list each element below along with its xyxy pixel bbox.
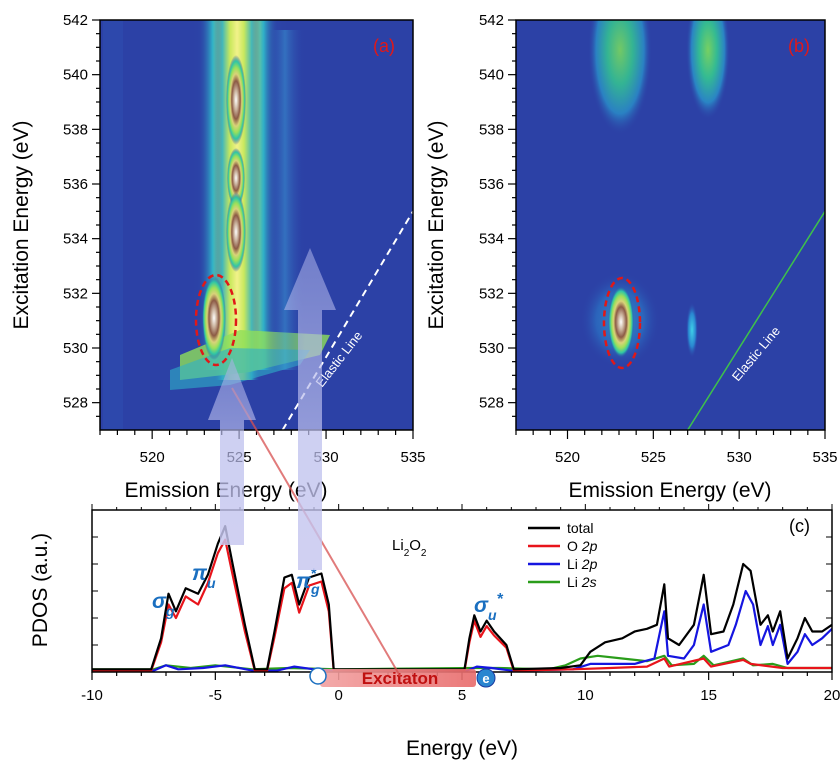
feature-peak	[227, 148, 245, 208]
y-tick-label: 542	[479, 12, 504, 29]
arrow-up-icon	[208, 358, 256, 545]
y-tick-label: 542	[63, 12, 88, 29]
elastic-line	[687, 210, 825, 430]
y-tick-label: 540	[479, 67, 504, 84]
panel-b-heatmap	[580, 20, 825, 430]
x-tick-label: 10	[577, 687, 594, 704]
panel-a-heatmap	[103, 20, 413, 430]
x-tick-label: 525	[641, 449, 666, 466]
panel-b-xlabel: Emission Energy (eV)	[568, 479, 771, 502]
legend-entry: Li 2p	[567, 556, 598, 572]
panel-b-axes: 520 525 530 535 528 530 532 534 536 538 540 542	[479, 12, 838, 466]
transition-arrows	[208, 248, 401, 677]
panel-c-background	[92, 510, 832, 672]
panel-a-ylabel: Excitation Energy (eV)	[10, 121, 33, 330]
y-tick-label: 528	[63, 395, 88, 412]
compound-label: Li2O2	[392, 537, 427, 559]
y-tick-label: 530	[479, 340, 504, 357]
feature-peak	[686, 302, 698, 358]
y-tick-label: 540	[63, 67, 88, 84]
panel-b-label: (b)	[788, 36, 810, 56]
x-tick-label: 5	[458, 687, 466, 704]
excitaton-band	[320, 669, 476, 687]
x-tick-label: 535	[400, 449, 425, 466]
x-tick-label: 15	[700, 687, 717, 704]
legend: total O 2p Li 2p Li 2s	[528, 520, 598, 590]
panel-c-ylabel: PDOS (a.u.)	[29, 533, 52, 647]
y-tick-label: 530	[63, 340, 88, 357]
electron-label: e	[482, 671, 489, 686]
panel-c-label: (c)	[789, 516, 810, 536]
x-tick-label: 520	[555, 449, 580, 466]
panel-c-xlabel: Energy (eV)	[406, 737, 518, 760]
legend-entry: O 2p	[567, 538, 598, 554]
x-tick-label: 520	[140, 449, 165, 466]
x-tick-label: 0	[334, 687, 342, 704]
x-tick-label: 20	[824, 687, 840, 704]
feature-peak	[226, 55, 246, 145]
panel-b-background	[516, 20, 825, 430]
panel-b: (b) Elastic Line 520 525 530 53552853053253…	[425, 12, 838, 502]
legend-entry: Li 2s	[567, 574, 597, 590]
highlight-ellipse	[602, 276, 642, 370]
feature-peak	[202, 276, 226, 360]
feature-peak	[686, 20, 730, 120]
y-tick-label: 532	[63, 285, 88, 302]
highlight-ellipse	[194, 273, 238, 367]
x-tick-label: -10	[81, 687, 103, 704]
panel-c: -10 -5 0 5 10 15 20 (c) Li2O2 total O 2p Li 2p Li…	[29, 504, 840, 760]
y-tick-label: 534	[479, 231, 504, 248]
panel-c-curves	[92, 525, 832, 672]
y-tick-label: 536	[63, 176, 88, 193]
feature-peak	[588, 20, 652, 135]
hole-icon	[309, 667, 327, 685]
y-tick-label: 532	[479, 285, 504, 302]
x-tick-label: 530	[727, 449, 752, 466]
y-tick-label: 536	[479, 176, 504, 193]
feature-peak	[226, 192, 246, 272]
electron-icon	[476, 668, 496, 688]
legend-entry: total	[567, 520, 593, 536]
y-tick-label: 538	[63, 121, 88, 138]
y-tick-label: 538	[479, 121, 504, 138]
x-tick-label: -5	[209, 687, 222, 704]
series-total	[92, 525, 832, 671]
y-tick-label: 528	[479, 395, 504, 412]
excitaton-label: Excitaton	[362, 669, 439, 688]
arrow-up-icon	[284, 248, 336, 570]
state-label-pi-g-star: πg*	[296, 565, 320, 597]
y-tick-label: 534	[63, 231, 88, 248]
panel-b-ylabel: Excitation Energy (eV)	[425, 121, 448, 330]
x-tick-label: 535	[812, 449, 837, 466]
panel-a: (a) Elastic Line 52052553053552853053253…	[10, 12, 426, 502]
feature-peak	[608, 286, 634, 358]
panel-a-label: (a)	[373, 36, 395, 56]
